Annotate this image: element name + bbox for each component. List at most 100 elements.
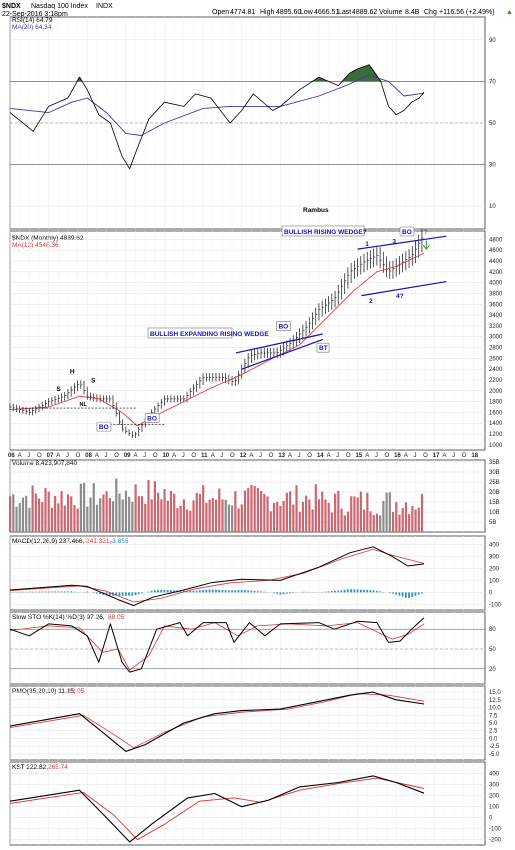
volume-bar: [205, 502, 208, 532]
volume-bar: [401, 508, 404, 532]
chart-header: $NDX Nasdaq 100 Index INDX 22-Sep-2016 3…: [2, 3, 513, 18]
macd-histogram-bar: [353, 589, 356, 593]
pmo-ytick: 10.0: [489, 706, 501, 712]
sto-k-line: [9, 617, 425, 673]
volume-bar: [231, 505, 234, 532]
volume-bar: [266, 496, 269, 532]
macd-histogram-bar: [198, 590, 201, 593]
macd-legend: MACD(12,26,9) 237.466,: [12, 538, 84, 545]
macd-histogram-bar: [256, 591, 259, 593]
macd-histogram-bar: [417, 592, 420, 595]
volume-bar: [92, 483, 95, 532]
kst-ytick: -100: [489, 827, 502, 833]
volume-bar: [391, 511, 395, 532]
volume-bar: [295, 485, 298, 532]
volume-bar: [408, 514, 411, 532]
rsi-ytick: 30: [489, 163, 496, 169]
rising-wedge-lower-line: [361, 280, 447, 297]
macd-histogram-bar: [63, 591, 66, 593]
rsi-overbought-fill: [76, 64, 382, 82]
volume-bar: [343, 515, 346, 532]
pmo-ytick: 12.5: [489, 698, 501, 704]
price-xtick: O: [307, 453, 312, 459]
macd-histogram-bar: [50, 591, 53, 593]
price-xtick: 12: [240, 453, 247, 459]
macd-histogram-bar: [224, 590, 227, 593]
macd-histogram-bar: [279, 592, 282, 595]
macd-histogram-bar: [12, 591, 15, 593]
macd-ytick: 200: [489, 566, 500, 572]
volume-ytick: 5B: [489, 520, 496, 526]
volume-bar: [166, 500, 169, 532]
price-xtick: 13: [278, 453, 285, 459]
volume-bar: [66, 494, 70, 532]
volume-bar: [202, 485, 205, 532]
macd-histogram-bar: [141, 592, 143, 594]
macd-ytick: 100: [489, 578, 500, 584]
price-xtick: O: [191, 453, 196, 459]
backtest-label: BT: [319, 345, 328, 352]
volume-bar: [198, 493, 202, 532]
volume-bar: [60, 491, 63, 532]
macd-histogram-bar: [263, 591, 266, 593]
macd-histogram-bar: [34, 591, 37, 593]
shoulder-label-right: S: [91, 378, 96, 385]
volume-bar: [134, 484, 137, 532]
kst-ytick: 400: [489, 772, 500, 778]
pmo-ytick: 5.0: [489, 721, 498, 727]
breakout-label-3: BO: [278, 324, 288, 331]
macd-histogram-bar: [60, 591, 63, 593]
volume-bar: [353, 496, 356, 532]
price-xtick: O: [37, 453, 42, 459]
price-xtick: J: [375, 453, 378, 459]
rsi-legend: RSI(14) 64.79: [12, 17, 53, 24]
volume-bar: [292, 504, 295, 532]
volume-bar: [247, 487, 250, 532]
price-ytick: 2200: [489, 378, 503, 384]
backtest-label-box: [316, 342, 330, 353]
volume-bar: [404, 502, 408, 532]
volume-bar: [330, 512, 334, 532]
volume-bar: [118, 493, 121, 532]
ma-legend: MA(12) 4546.36: [12, 242, 59, 249]
panel-frames: [9, 16, 486, 846]
price-ytick: 4000: [489, 281, 503, 287]
rsi-ma-legend: MA(20) 64.34: [12, 24, 52, 31]
volume-bar: [285, 492, 288, 532]
macd-histogram-bar: [408, 592, 410, 598]
macd-histogram-bar: [128, 592, 130, 596]
volume-bar: [272, 502, 276, 532]
volume-bar: [31, 485, 34, 532]
macd-histogram-bar: [182, 590, 185, 593]
price-xtick: A: [56, 453, 60, 459]
symbol-label: $NDX: [2, 3, 21, 10]
price-xtick: 09: [124, 453, 131, 459]
price-xtick: J: [298, 453, 301, 459]
macd-histogram-bar: [205, 589, 208, 593]
volume-bar: [124, 490, 128, 532]
high-value: 4895.60: [276, 9, 301, 16]
price-ytick: 4800: [489, 237, 503, 243]
volume-bar: [256, 487, 259, 532]
macd-histogram-bar: [73, 591, 76, 593]
chg-label: Chg: [424, 9, 437, 16]
low-label: Low: [300, 9, 314, 16]
macd-histogram-bar: [350, 589, 353, 593]
kst-legend: KST 222.82,: [12, 764, 48, 771]
macd-histogram-bar: [231, 590, 233, 593]
price-ma-line: [9, 252, 425, 427]
macd-histogram-bar: [218, 589, 221, 593]
price-xtick: J: [182, 453, 185, 459]
macd-histogram-bar: [160, 589, 163, 593]
macd-histogram-bar: [227, 590, 230, 593]
price-xtick: 14: [317, 453, 324, 459]
last-label: Last: [338, 9, 351, 16]
volume-bar: [221, 499, 224, 532]
price-xtick: O: [346, 453, 351, 459]
volume-bar: [321, 491, 324, 532]
volume-bar: [182, 499, 185, 532]
kst-ytick: 100: [489, 805, 500, 811]
volume-legend: Volume 8,423,907,840: [12, 460, 77, 467]
